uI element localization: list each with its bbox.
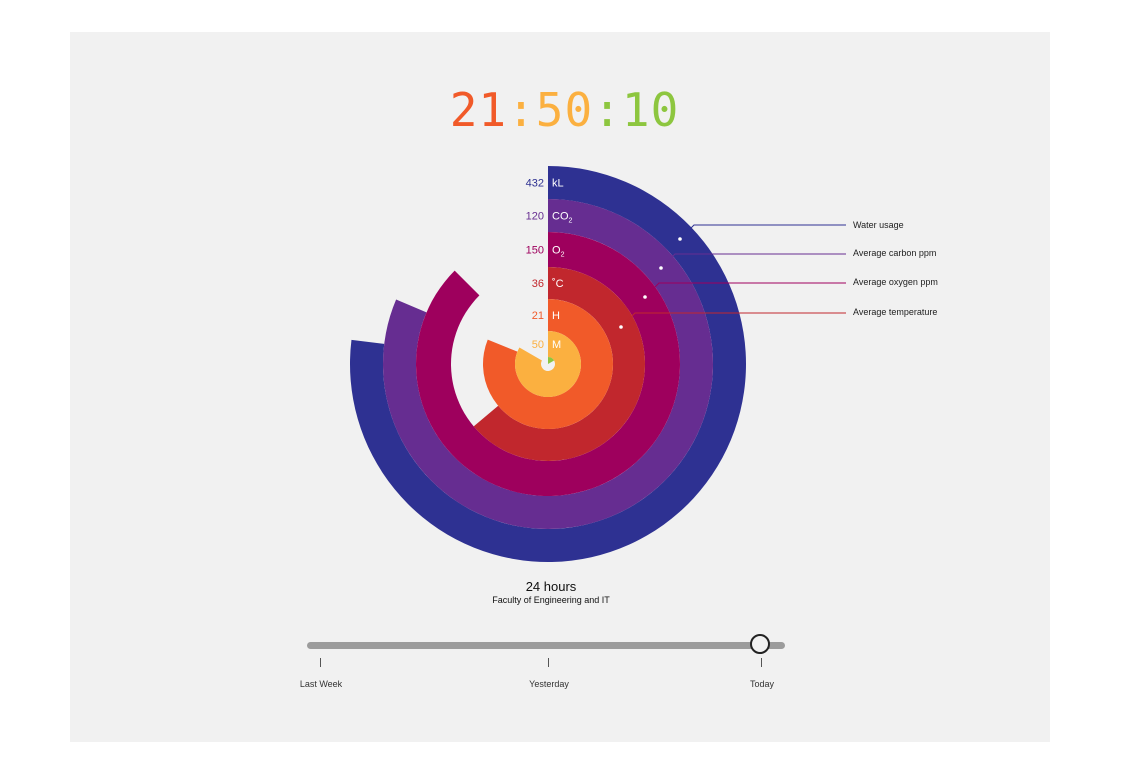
ring-unit-label: H (552, 310, 560, 322)
ring-value-label: 120 (526, 211, 544, 223)
clock-hours: 21 (449, 83, 508, 137)
ring-value-label: 21 (532, 310, 544, 322)
ring-arc (515, 331, 581, 397)
legend-callout: Average temperature (619, 307, 937, 329)
clock-seconds: 10 (621, 83, 680, 137)
timeline-label-today[interactable]: Today (749, 679, 775, 689)
timeline-tick-last-week (320, 658, 321, 667)
timeline-tick-today (761, 658, 762, 667)
ring-value-label: 150 (526, 245, 544, 257)
ring-value-label: 432 (526, 178, 544, 190)
digital-clock: 21:50:10 (0, 82, 1129, 138)
timeline-label-last-week[interactable]: Last Week (299, 679, 343, 689)
slider-track[interactable] (307, 642, 785, 649)
legend-label: Average temperature (853, 307, 937, 317)
legend-callout: Water usage (678, 220, 904, 241)
legend-callout: Average carbon ppm (659, 248, 936, 270)
ring-unit-label: M (552, 339, 561, 351)
clock-separator: : (593, 83, 622, 137)
legend-label: Average oxygen ppm (853, 277, 938, 287)
ring-arc (483, 299, 614, 429)
timeline-tick-yesterday (548, 658, 549, 667)
ring-arc (473, 267, 646, 462)
ring-value-label: 50 (532, 339, 544, 351)
legend-label: Water usage (853, 220, 904, 230)
ring-unit-label: kL (552, 178, 564, 190)
clock-minutes: 50 (535, 83, 594, 137)
legend-label: Average carbon ppm (853, 248, 936, 258)
ring-arc (548, 357, 555, 364)
ring-value-label: 36 (532, 278, 544, 290)
legend-callout: Average oxygen ppm (643, 277, 938, 299)
chart-subtitle: Faculty of Engineering and IT (492, 595, 610, 605)
ring-unit-label: CO2 (552, 211, 573, 225)
ring-unit-label: ˚C (552, 278, 564, 290)
timeline-label-yesterday[interactable]: Yesterday (529, 679, 569, 689)
chart-title: 24 hours (525, 579, 577, 594)
clock-separator: : (507, 83, 536, 137)
slider-thumb[interactable] (750, 634, 770, 654)
